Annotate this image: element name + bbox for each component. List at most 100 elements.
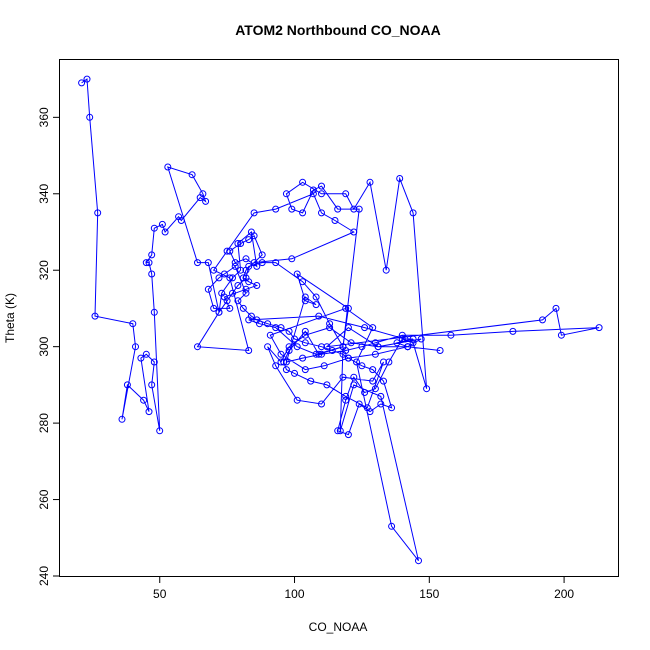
data-point — [194, 259, 201, 267]
data-point — [318, 182, 325, 190]
data-point — [204, 285, 212, 293]
data-point — [145, 408, 153, 416]
data-point — [409, 339, 417, 347]
data-point — [148, 381, 156, 389]
y-tick-label: 340 — [37, 183, 51, 203]
data-point — [334, 205, 342, 213]
data-point — [123, 381, 131, 389]
data-point — [301, 331, 309, 339]
data-point — [396, 175, 404, 182]
data-point — [299, 354, 307, 362]
y-tick-label: 320 — [37, 260, 51, 280]
x-tick-label: 200 — [554, 587, 574, 601]
data-point — [245, 316, 253, 324]
data-point — [318, 400, 325, 408]
data-point — [326, 320, 334, 328]
data-point — [177, 217, 185, 224]
data-point — [312, 301, 320, 309]
data-point — [239, 274, 247, 282]
data-point — [318, 350, 325, 358]
x-tick-label: 50 — [153, 587, 167, 601]
data-point — [315, 350, 323, 358]
data-point — [366, 178, 374, 186]
data-point — [301, 297, 309, 305]
data-point — [393, 339, 401, 347]
data-point — [245, 347, 253, 354]
data-point — [202, 197, 210, 205]
plot-frame — [59, 59, 619, 577]
series-line — [81, 78, 600, 562]
data-point — [409, 209, 417, 217]
data-point — [250, 232, 258, 240]
data-point — [210, 304, 218, 312]
data-point — [285, 327, 293, 335]
data-point — [509, 327, 517, 335]
data-point — [285, 347, 293, 354]
data-point — [342, 190, 350, 198]
data-point — [380, 358, 387, 366]
data-point — [350, 205, 358, 213]
data-point — [234, 282, 242, 289]
data-point — [94, 209, 102, 217]
data-point — [142, 350, 150, 358]
data-point — [377, 400, 385, 408]
data-point — [210, 266, 218, 274]
data-point — [312, 293, 320, 301]
data-point — [234, 240, 242, 247]
data-point — [344, 354, 352, 362]
data-point — [272, 259, 280, 267]
data-point — [342, 304, 350, 312]
data-point — [299, 209, 307, 217]
data-point — [234, 297, 242, 305]
data-point — [299, 278, 307, 286]
y-axis-label: Theta (K) — [3, 293, 17, 343]
data-point — [336, 427, 344, 435]
data-point — [237, 266, 245, 274]
data-point — [423, 385, 431, 393]
data-point — [377, 392, 385, 400]
data-point — [350, 381, 358, 389]
data-point — [91, 312, 99, 320]
y-axis: 240 260 280 300 320 340 360 — [37, 107, 60, 586]
data-point — [277, 358, 285, 366]
data-point — [331, 217, 339, 224]
data-point — [301, 327, 309, 335]
data-point — [309, 186, 317, 194]
data-point — [140, 396, 148, 404]
data-point — [344, 431, 352, 439]
data-point — [328, 347, 336, 354]
data-point — [320, 362, 328, 370]
data-point — [272, 205, 280, 213]
data-point — [226, 247, 234, 255]
data-point — [150, 308, 158, 316]
data-point — [231, 262, 239, 270]
data-point — [358, 343, 366, 351]
data-point — [148, 270, 156, 278]
data-point — [264, 343, 272, 351]
data-point — [237, 240, 245, 247]
data-point — [229, 289, 236, 297]
data-point — [132, 343, 139, 351]
data-point — [293, 343, 301, 351]
data-point — [156, 427, 164, 435]
data-point — [161, 228, 169, 236]
y-tick-label: 240 — [37, 566, 51, 586]
series-co-noaa — [78, 75, 603, 565]
data-point — [242, 285, 250, 293]
data-point — [188, 171, 196, 179]
data-point — [194, 343, 201, 351]
data-point — [318, 209, 325, 217]
data-point — [398, 331, 406, 339]
data-point — [285, 343, 293, 351]
data-point — [358, 362, 366, 370]
x-tick-label: 100 — [285, 587, 305, 601]
data-point — [258, 251, 266, 259]
data-point — [350, 373, 358, 381]
data-point — [347, 339, 355, 347]
data-point — [380, 377, 387, 385]
data-point — [245, 236, 253, 244]
data-point — [353, 358, 360, 366]
data-point — [552, 304, 560, 312]
data-point — [334, 427, 342, 435]
data-point — [371, 339, 379, 347]
